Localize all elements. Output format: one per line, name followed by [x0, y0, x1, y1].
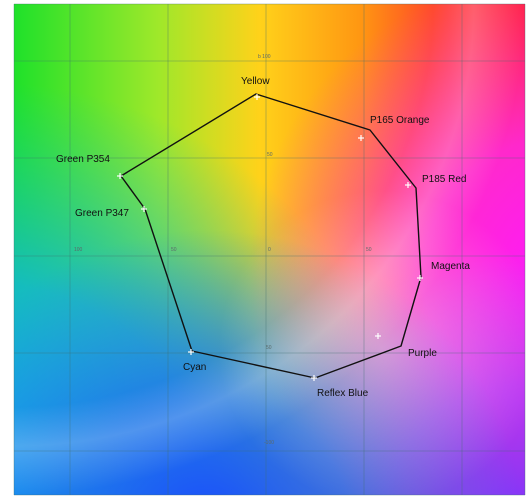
marker-green-p354 — [117, 173, 123, 179]
axis-tick-label: 0 — [268, 247, 271, 253]
marker-p185-red — [405, 182, 411, 188]
swatch-label-green-p347: Green P347 — [75, 208, 129, 219]
swatch-label-p165-orange: P165 Orange — [370, 115, 430, 126]
marker-p165-orange — [358, 135, 364, 141]
swatch-label-purple: Purple — [408, 348, 437, 359]
swatch-label-magenta: Magenta — [431, 261, 470, 272]
axis-tick-label: 50 — [171, 247, 177, 253]
swatch-label-reflex-blue: Reflex Blue — [317, 388, 369, 399]
swatch-label-yellow: Yellow — [241, 76, 270, 87]
axis-tick-label: 50 — [266, 345, 272, 351]
gamut-background — [14, 4, 525, 495]
swatch-labels: Yellow P165 Orange P185 Red Magenta Purp… — [56, 76, 470, 399]
marker-yellow — [254, 94, 260, 100]
marker-green-p347 — [141, 206, 147, 212]
axis-tick-label: 50 — [366, 247, 372, 253]
swatch-label-green-p354: Green P354 — [56, 154, 110, 165]
grid-lines — [13, 3, 526, 496]
gamut-polygon — [120, 93, 422, 379]
sample-markers — [117, 94, 423, 381]
axis-tick-label: 100 — [74, 247, 83, 253]
swatch-label-cyan: Cyan — [183, 362, 206, 373]
marker-magenta — [417, 275, 423, 281]
marker-cyan — [188, 349, 194, 355]
axis-tick-label: 50 — [267, 152, 273, 158]
swatch-label-p185-red: P185 Red — [422, 174, 466, 185]
axis-tick-label: -100 — [264, 440, 274, 446]
marker-purple — [375, 333, 381, 339]
marker-reflex-blue — [311, 375, 317, 381]
axis-tick-label: b 100 — [258, 54, 271, 60]
axis-tick-labels: b 100 50 100 50 0 50 50 -100 — [74, 54, 372, 446]
